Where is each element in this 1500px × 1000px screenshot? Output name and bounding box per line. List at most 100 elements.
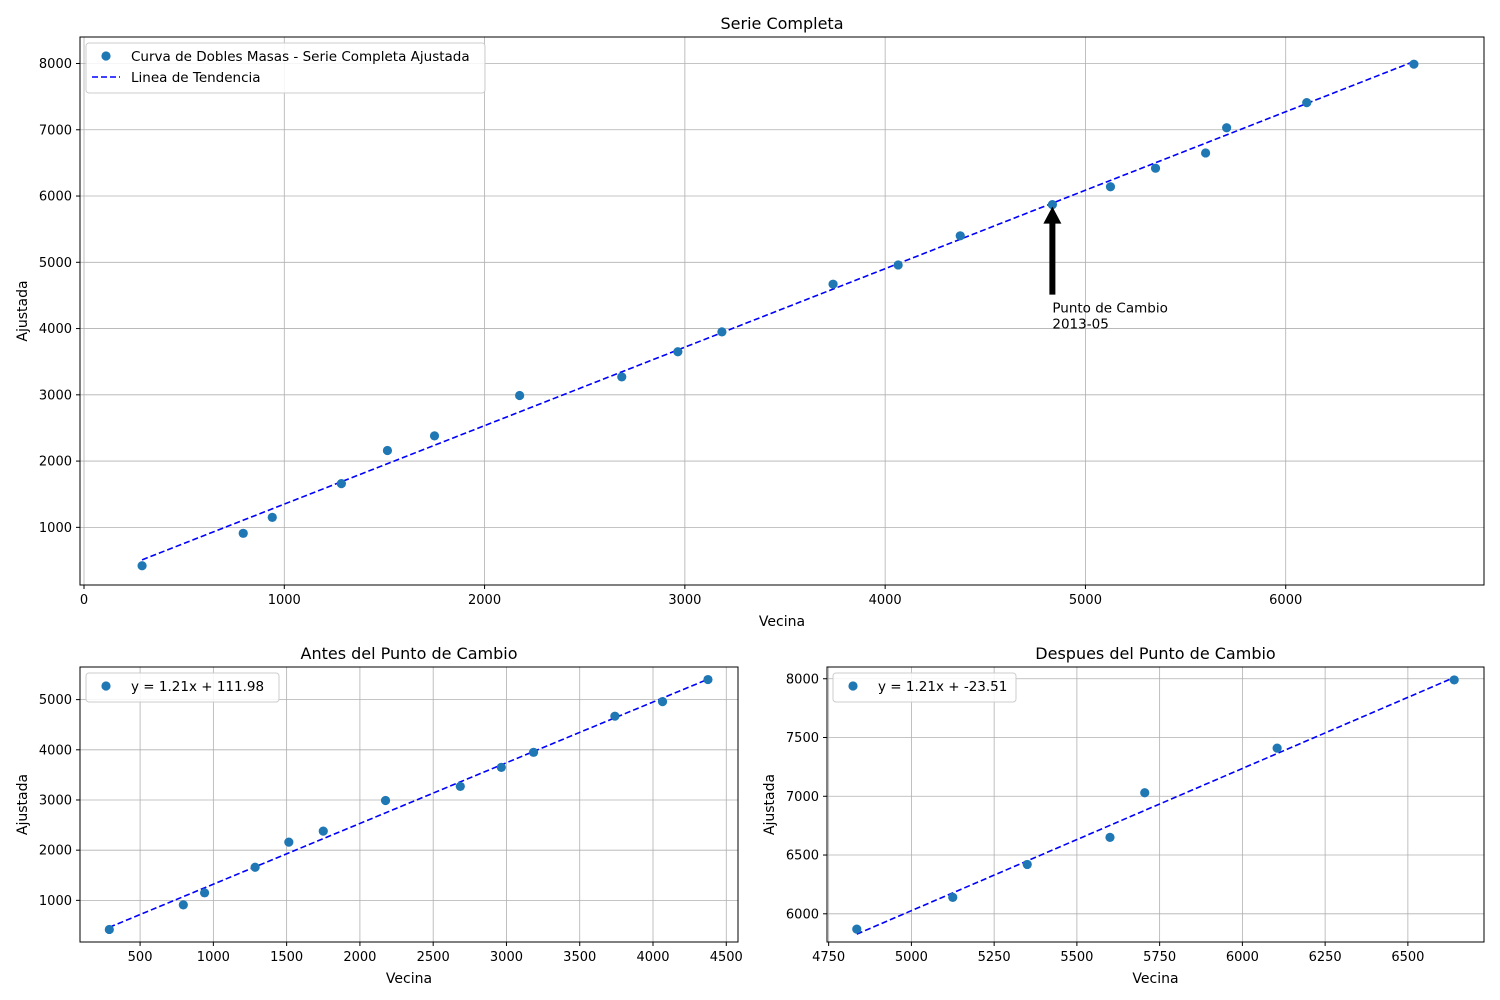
before-x-tick-label: 3500 [563,950,596,965]
before-plot-area [80,667,738,942]
after-data-point [1272,743,1282,753]
full-y-tick-label: 7000 [39,123,72,138]
after-y-tick-label: 6500 [786,849,819,864]
full-legend-label: Curva de Dobles Masas - Serie Completa A… [131,49,470,65]
after-x-tick-label: 5250 [978,950,1011,965]
full-x-axis-label: Vecina [759,614,805,630]
after-x-axis-label: Vecina [1132,971,1178,987]
before-trend-line [109,678,709,929]
before-legend-box [85,672,280,703]
full-y-tick-label: 6000 [39,190,72,205]
after-legend-box [832,672,1017,703]
full-title: Serie Completa [720,14,843,33]
after-data-point [948,892,958,902]
before-x-tick-label: 2500 [417,950,450,965]
full-y-tick-label: 2000 [39,455,72,470]
before-data-point [318,826,328,836]
full-x-tick-label: 3000 [668,593,701,608]
after-data-point [1105,832,1115,843]
after-x-tick-label: 6500 [1391,950,1424,965]
full-data-point [828,279,838,289]
full-x-tick-label: 4000 [869,593,902,608]
before-x-tick-label: 4500 [710,950,743,965]
full-data-point [1222,123,1232,133]
after-data-point [1022,859,1032,870]
full-data-point [267,512,277,523]
after-legend-label: y = 1.21x + -23.51 [878,679,1007,695]
before-y-tick-label: 2000 [39,844,72,859]
full-legend-marker [101,51,111,61]
full-data-point [617,372,627,382]
after-y-axis-label: Ajustada [762,774,778,835]
before-y-tick-label: 1000 [39,894,72,909]
after-x-tick-label: 5000 [895,950,928,965]
after-data-point [1449,675,1459,685]
before-data-point [178,900,188,910]
after-y-tick-label: 8000 [786,672,819,687]
before-data-point [284,837,294,847]
before-data-point [528,747,539,757]
after-x-tick-label: 5500 [1060,950,1093,965]
full-data-point [137,561,147,571]
full-data-point [382,445,393,456]
before-data-point [199,888,210,898]
before-legend: y = 1.21x + 111.98 [85,672,280,703]
full-data-point [893,260,903,270]
before-x-tick-label: 1000 [197,950,230,965]
full-data-point [336,479,346,489]
after-y-tick-label: 6000 [786,907,819,922]
after-x-tick-label: 5750 [1143,950,1176,965]
after-data-point [1140,788,1150,798]
full-x-tick-label: 6000 [1269,593,1302,608]
full-data-point [673,347,683,357]
before-y-axis-label: Ajustada [15,774,31,835]
after-title: Despues del Punto de Cambio [1035,644,1275,663]
before-data-point [380,795,391,806]
full-y-axis-label: Ajustada [15,280,31,341]
full-data-point [1201,148,1211,158]
full-data-point [955,231,965,241]
full-x-tick-label: 5000 [1069,593,1102,608]
after-x-tick-label: 6000 [1226,950,1259,965]
after-y-tick-label: 7000 [786,790,819,805]
before-data-point [703,674,713,685]
after-x-tick-label: 4750 [812,950,845,965]
after-y-tick-label: 7500 [786,731,819,746]
before-x-tick-label: 1500 [270,950,303,965]
after-legend-marker [848,681,858,691]
full-data-point [1409,59,1419,69]
before-data-point [104,924,114,935]
before-data-point [455,781,465,792]
before-chart: 500 1000 1500 2000 2500 3000 3500 4000 4500 1000 2… [15,644,743,987]
after-legend: y = 1.21x + -23.51 [832,672,1017,703]
before-x-axis-label: Vecina [386,971,432,987]
full-data-point [515,390,525,401]
full-x-tick-label: 0 [80,593,88,608]
before-data-point [496,762,506,772]
full-y-tick-label: 5000 [39,256,72,271]
full-data-point [429,431,440,441]
full-x-tick-label: 1000 [268,593,301,608]
before-x-tick-label: 500 [128,950,153,965]
after-plot-area [827,667,1484,942]
before-x-tick-label: 2000 [343,950,376,965]
full-y-tick-label: 8000 [39,57,72,72]
annotation-arrow-head [1043,206,1062,224]
before-y-tick-label: 5000 [39,693,72,708]
full-legend-box [85,42,486,94]
full-trend-line [141,60,1415,561]
before-data-point [657,697,668,707]
before-legend-marker [101,681,111,691]
full-y-tick-label: 3000 [39,388,72,403]
before-axes-frame [79,666,739,943]
annotation-label: 2013-05 [1052,317,1108,333]
full-data-point [1047,200,1057,210]
after-data-point [852,924,862,934]
full-axes-frame [79,36,1485,586]
full-y-tick-label: 1000 [39,521,72,536]
before-y-tick-label: 3000 [39,793,72,808]
after-x-tick-label: 6250 [1309,950,1342,965]
before-legend-label: y = 1.21x + 111.98 [131,679,264,695]
full-data-point [1105,182,1116,192]
full-chart: 0 1000 2000 3000 4000 5000 6000 1000 2000 3000 400… [15,14,1485,630]
